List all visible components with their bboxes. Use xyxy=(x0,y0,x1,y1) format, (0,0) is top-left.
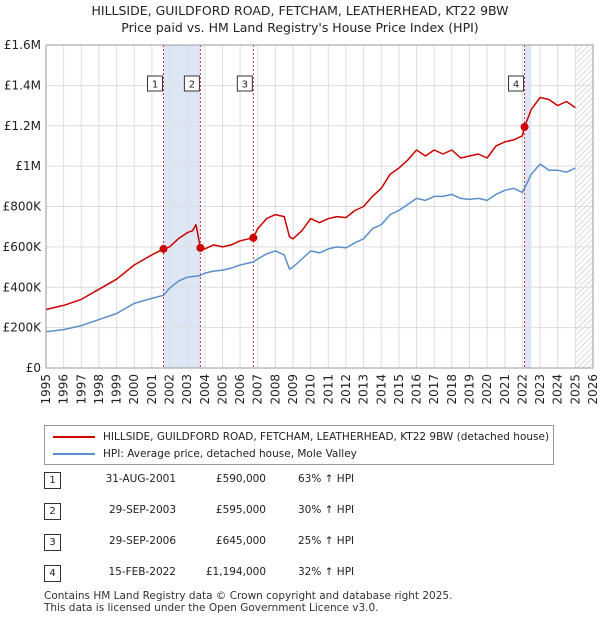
sale-point xyxy=(159,244,168,253)
marker-label-box: 3 xyxy=(236,75,253,92)
table-row: 1 31-AUG-2001 £590,000 63% ↑ HPI xyxy=(44,472,464,503)
x-tick-label: 2009 xyxy=(286,374,300,405)
legend-swatch-property xyxy=(53,436,95,438)
x-tick-label: 2006 xyxy=(233,374,247,405)
marker-number: 3 xyxy=(242,80,248,91)
x-tick-label: 1996 xyxy=(57,374,71,405)
marker-number: 1 xyxy=(152,80,158,91)
x-tick-label: 2015 xyxy=(392,374,406,405)
transaction-hpi-change: 63% ↑ HPI xyxy=(298,473,355,485)
x-tick-label: 2004 xyxy=(198,374,212,405)
table-row: 4 15-FEB-2022 £1,194,000 32% ↑ HPI xyxy=(44,565,464,596)
legend-swatch-hpi xyxy=(53,453,95,455)
x-tick-label: 2000 xyxy=(127,374,141,405)
marker-label-box: 1 xyxy=(147,75,164,92)
x-tick-label: 2005 xyxy=(215,374,229,405)
x-tick-label: 2001 xyxy=(145,374,159,405)
chart-subtitle: Price paid vs. HM Land Registry's House … xyxy=(121,20,479,35)
x-tick-label: 2021 xyxy=(498,374,512,405)
x-tick-label: 2022 xyxy=(515,374,529,405)
y-tick-label: £1.2M xyxy=(4,119,41,133)
chart-title: HILLSIDE, GUILDFORD ROAD, FETCHAM, LEATH… xyxy=(0,2,600,36)
x-tick-label: 2016 xyxy=(410,374,424,405)
transaction-date: 29-SEP-2006 xyxy=(108,535,176,547)
footer-attribution: Contains HM Land Registry data © Crown c… xyxy=(44,590,452,614)
hpi-line xyxy=(45,163,576,333)
x-tick-label: 1998 xyxy=(92,374,106,405)
legend-item-property: HILLSIDE, GUILDFORD ROAD, FETCHAM, LEATH… xyxy=(53,429,549,445)
x-tick-label: 2008 xyxy=(268,374,282,405)
price-chart: 1 2 3 4 £0 £200K £400K £600K £800K £1M £1.2M £1.4M… xyxy=(3,38,600,405)
transaction-price: £595,000 xyxy=(215,504,266,516)
y-tick-label: £1.4M xyxy=(4,78,41,92)
y-tick-label: £0 xyxy=(26,361,41,375)
footer-license: This data is licensed under the Open Gov… xyxy=(44,602,379,614)
transaction-date: 29-SEP-2003 xyxy=(108,504,176,516)
y-tick-label: £800K xyxy=(3,200,43,214)
transaction-number-badge: 4 xyxy=(44,565,61,582)
legend-item-hpi: HPI: Average price, detached house, Mole… xyxy=(53,446,357,462)
x-tick-label: 2019 xyxy=(462,374,476,405)
x-tick-label: 2010 xyxy=(304,374,318,405)
chart-legend: HILLSIDE, GUILDFORD ROAD, FETCHAM, LEATH… xyxy=(44,425,554,465)
x-tick-label: 2012 xyxy=(339,374,353,405)
marker-label-box: 4 xyxy=(508,75,525,92)
x-tick-label: 1997 xyxy=(74,374,88,405)
marker-box xyxy=(236,75,253,92)
marker-box xyxy=(147,75,164,92)
transaction-number-badge: 3 xyxy=(44,534,61,551)
sale-point xyxy=(249,233,258,242)
y-tick-label: £600K xyxy=(3,240,43,254)
footer-copyright: Contains HM Land Registry data © Crown c… xyxy=(44,590,453,602)
legend-label-property: HILLSIDE, GUILDFORD ROAD, FETCHAM, LEATH… xyxy=(103,431,550,443)
x-tick-label: 2018 xyxy=(445,374,459,405)
x-tick-label: 2026 xyxy=(586,374,600,405)
table-row: 3 29-SEP-2006 £645,000 25% ↑ HPI xyxy=(44,534,464,565)
x-tick-label: 2020 xyxy=(480,374,494,405)
transaction-number-badge: 2 xyxy=(44,503,61,520)
x-tick-label: 2024 xyxy=(551,374,565,405)
property-price-line xyxy=(45,96,576,311)
transaction-hpi-change: 30% ↑ HPI xyxy=(298,504,355,516)
x-tick-label: 1995 xyxy=(39,374,53,405)
marker-label-box: 2 xyxy=(183,75,200,92)
transactions-table: 1 31-AUG-2001 £590,000 63% ↑ HPI 2 29-SE… xyxy=(44,472,464,596)
x-tick-label: 2017 xyxy=(427,374,441,405)
x-tick-label: 1999 xyxy=(110,374,124,405)
x-tick-label: 2002 xyxy=(163,374,177,405)
transaction-date: 31-AUG-2001 xyxy=(105,473,176,485)
sale-point xyxy=(520,122,529,131)
marker-box xyxy=(183,75,200,92)
legend-label-hpi: HPI: Average price, detached house, Mole… xyxy=(103,448,357,460)
x-tick-label: 2007 xyxy=(251,374,265,405)
transaction-hpi-change: 32% ↑ HPI xyxy=(298,566,355,578)
x-tick-label: 2014 xyxy=(374,374,388,405)
y-tick-label: £400K xyxy=(3,280,43,294)
x-tick-label: 2025 xyxy=(568,374,582,405)
y-tick-label: £1M xyxy=(15,159,41,173)
table-row: 2 29-SEP-2003 £595,000 30% ↑ HPI xyxy=(44,503,464,534)
sale-point xyxy=(196,243,205,252)
transaction-price: £1,194,000 xyxy=(205,566,266,578)
transaction-price: £645,000 xyxy=(215,535,266,547)
x-tick-label: 2003 xyxy=(180,374,194,405)
chart-title-line1: HILLSIDE, GUILDFORD ROAD, FETCHAM, LEATH… xyxy=(91,3,509,18)
transaction-number-badge: 1 xyxy=(44,472,61,489)
x-tick-label: 2023 xyxy=(533,374,547,405)
marker-number: 4 xyxy=(513,80,519,91)
y-tick-label: £1.6M xyxy=(4,38,41,52)
transaction-price: £590,000 xyxy=(215,473,266,485)
marker-box xyxy=(508,75,525,92)
y-tick-label: £200K xyxy=(3,321,43,335)
x-tick-label: 2011 xyxy=(321,374,335,405)
x-tick-label: 2013 xyxy=(357,374,371,405)
transaction-hpi-change: 25% ↑ HPI xyxy=(298,535,355,547)
plot-border xyxy=(45,44,594,369)
marker-number: 2 xyxy=(189,80,195,91)
transaction-date: 15-FEB-2022 xyxy=(108,566,176,578)
